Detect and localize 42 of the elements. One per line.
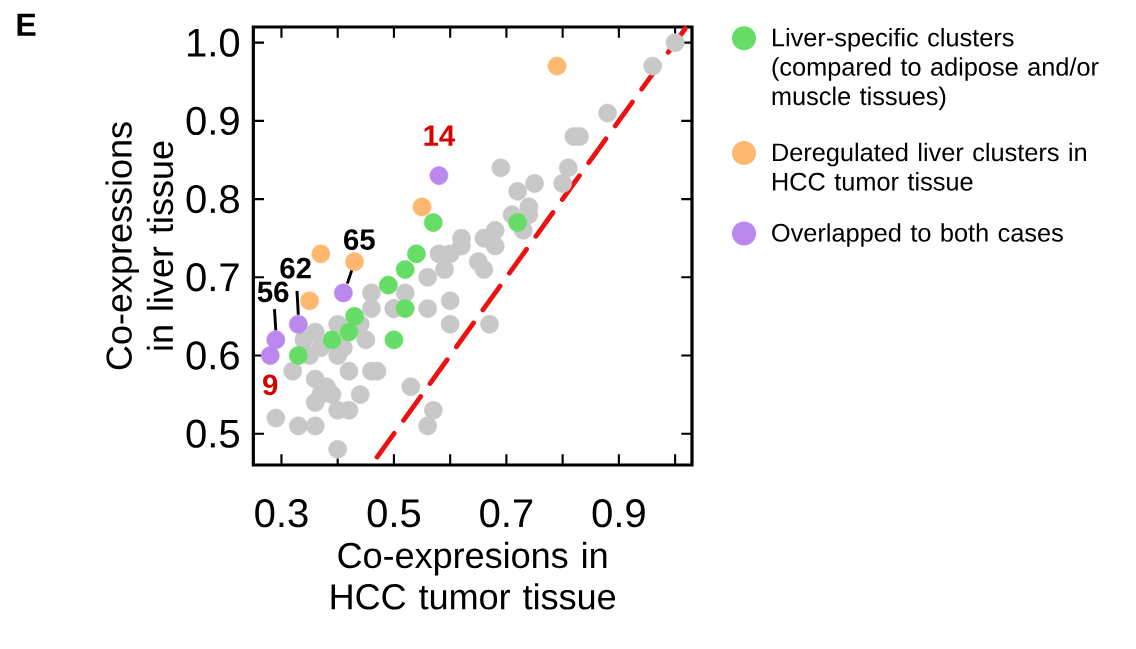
point	[266, 330, 286, 350]
annotation: 14	[424, 125, 456, 146]
point	[333, 283, 353, 303]
annotation: 65	[344, 229, 375, 250]
point	[311, 244, 331, 264]
point	[339, 322, 359, 342]
y-tick-label: 0.7	[186, 263, 239, 292]
y-tick-label: 0.5	[186, 419, 239, 448]
point	[345, 252, 364, 271]
point	[384, 330, 404, 350]
point	[395, 299, 415, 318]
point	[378, 275, 398, 295]
x-tick-label: 0.3	[255, 499, 308, 528]
x-tick-label: 0.5	[367, 499, 421, 528]
annotation: 62	[280, 257, 311, 279]
x-axis-title: Co-expresions in HCC tumor tissue	[331, 541, 616, 610]
x-tick-label: 0.7	[480, 499, 533, 528]
y-tick-label: 0.8	[186, 184, 239, 214]
legend-label: Liver-specific clusters (compared to adipose and/or muscle tissues)	[772, 27, 1099, 111]
y-tick-label: 0.6	[186, 341, 239, 370]
point	[260, 346, 280, 365]
x-tick-label: 0.9	[592, 499, 645, 528]
y-tick-label: 1.0	[188, 28, 240, 57]
point	[345, 307, 364, 326]
point	[395, 260, 415, 279]
y-axis-title: Co-expressions in liver tissue	[105, 122, 174, 370]
point	[547, 56, 567, 76]
annotation: 56	[257, 281, 289, 303]
point	[322, 330, 342, 350]
annotation: 9	[263, 374, 278, 396]
legend-label: Overlapped to both cases	[772, 223, 1063, 247]
point	[423, 213, 443, 232]
point	[412, 197, 432, 217]
point	[429, 166, 449, 185]
point	[300, 291, 319, 311]
point	[508, 213, 527, 232]
legend-label: Deregulated liver clusters in HCC tumor tissue	[773, 142, 1086, 191]
point	[407, 244, 426, 264]
y-tick-label: 0.9	[186, 106, 239, 136]
point	[288, 346, 308, 365]
point	[288, 314, 308, 334]
text: E	[17, 13, 36, 36]
